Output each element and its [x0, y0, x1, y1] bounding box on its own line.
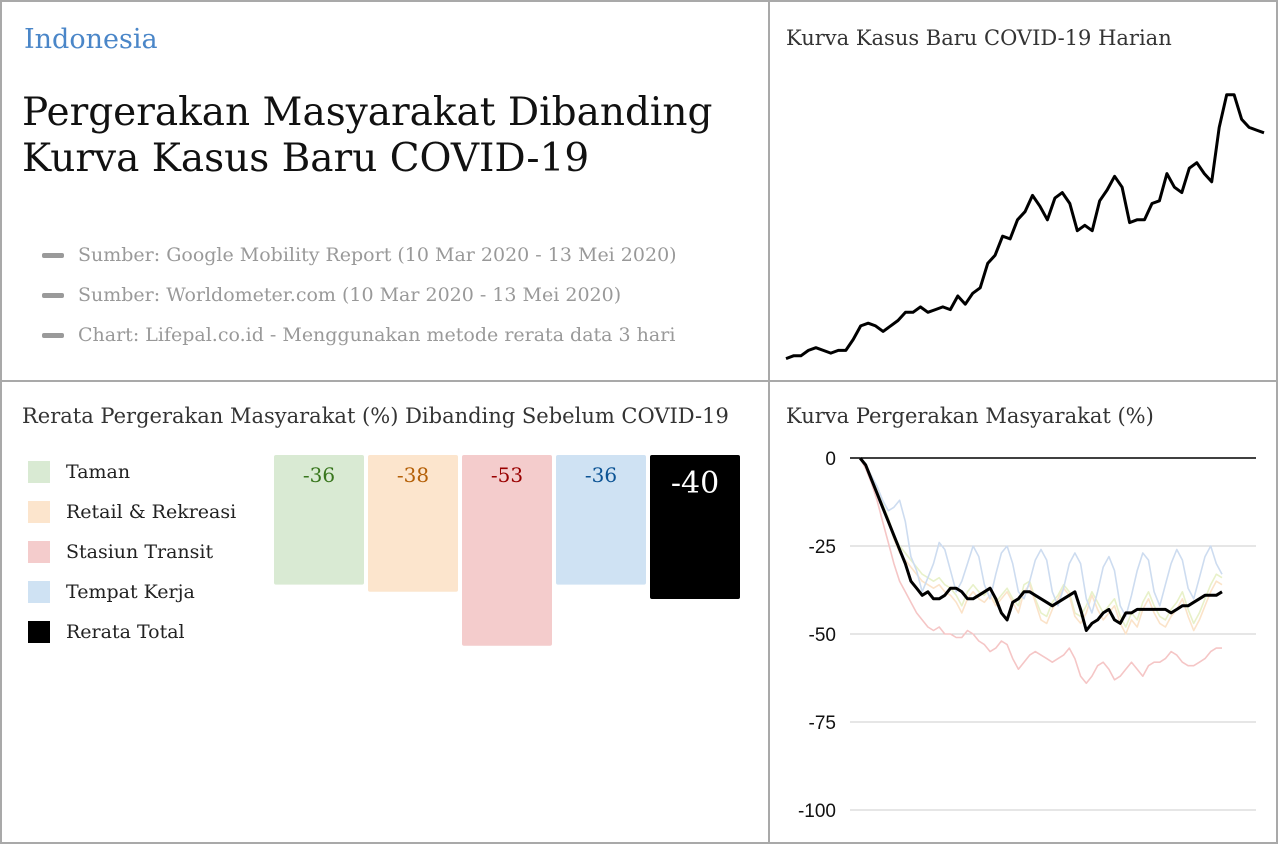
mobility-line-4: [858, 457, 1223, 632]
legend-item-workplace: Tempat Kerja: [28, 572, 236, 612]
y-tick-label: -75: [809, 713, 836, 734]
avg-legend: Taman Retail & Rekreasi Stasiun Transit …: [28, 452, 236, 652]
source-text: Chart: Lifepal.co.id - Menggunakan metod…: [78, 324, 676, 346]
dash-icon: [42, 332, 64, 338]
legend-swatch: [28, 541, 50, 563]
cases-chart: [785, 93, 1265, 361]
legend-label: Taman: [66, 461, 131, 483]
vertical-divider: [768, 2, 770, 842]
legend-label: Stasiun Transit: [66, 541, 214, 563]
source-list: Sumber: Google Mobility Report (10 Mar 2…: [42, 235, 677, 355]
dash-icon: [42, 252, 64, 258]
mobility-line-2: [859, 457, 1222, 685]
bar-value-label: -36: [585, 463, 617, 487]
horizontal-divider: [2, 380, 1276, 382]
bar-value-label: -36: [303, 463, 335, 487]
mobility-line-0: [859, 457, 1223, 628]
bar-2: [462, 455, 552, 646]
avg-chart-title: Rerata Pergerakan Masyarakat (%) Dibandi…: [22, 404, 729, 428]
legend-label: Rerata Total: [66, 621, 185, 643]
legend-item-total: Rerata Total: [28, 612, 236, 652]
cases-line: [785, 93, 1265, 361]
source-item: Chart: Lifepal.co.id - Menggunakan metod…: [42, 315, 677, 355]
legend-swatch: [28, 621, 50, 643]
source-text: Sumber: Worldometer.com (10 Mar 2020 - 1…: [78, 284, 622, 306]
bar-value-label: -38: [397, 463, 429, 487]
page-title-line-1: Pergerakan Masyarakat Dibanding: [22, 90, 713, 135]
legend-swatch: [28, 461, 50, 483]
source-text: Sumber: Google Mobility Report (10 Mar 2…: [78, 244, 677, 266]
source-item: Sumber: Google Mobility Report (10 Mar 2…: [42, 235, 677, 275]
bar-1: [368, 455, 458, 592]
legend-item-taman: Taman: [28, 452, 236, 492]
y-tick-label: -25: [809, 537, 836, 558]
page-title: Pergerakan Masyarakat Dibanding Kurva Ka…: [22, 90, 742, 182]
mobility-line-3: [859, 457, 1223, 618]
source-item: Sumber: Worldometer.com (10 Mar 2020 - 1…: [42, 275, 677, 315]
bar-4: [650, 455, 740, 599]
legend-swatch: [28, 501, 50, 523]
y-tick-label: 0: [825, 449, 836, 470]
y-tick-label: -50: [809, 625, 836, 646]
avg-bar-chart: -36 -38 -53 -36 -40: [274, 455, 740, 646]
legend-swatch: [28, 581, 50, 603]
bar-value-label: -53: [491, 463, 523, 487]
legend-label: Tempat Kerja: [66, 581, 195, 603]
bar-0: [274, 455, 364, 585]
mobility-line-1: [859, 457, 1223, 635]
legend-item-transit: Stasiun Transit: [28, 532, 236, 572]
mobility-chart: 0 -25 -50 -75 -100: [798, 449, 1256, 822]
legend-label: Retail & Rekreasi: [66, 501, 237, 523]
bar-value-label: -40: [671, 466, 719, 501]
legend-item-retail: Retail & Rekreasi: [28, 492, 236, 532]
mobility-chart-title: Kurva Pergerakan Masyarakat (%): [786, 404, 1154, 428]
country-label: Indonesia: [24, 24, 158, 55]
cases-chart-title: Kurva Kasus Baru COVID-19 Harian: [786, 26, 1172, 50]
page-title-line-2: Kurva Kasus Baru COVID-19: [22, 136, 590, 181]
dash-icon: [42, 292, 64, 298]
bar-3: [556, 455, 646, 585]
y-tick-label: -100: [798, 801, 836, 822]
